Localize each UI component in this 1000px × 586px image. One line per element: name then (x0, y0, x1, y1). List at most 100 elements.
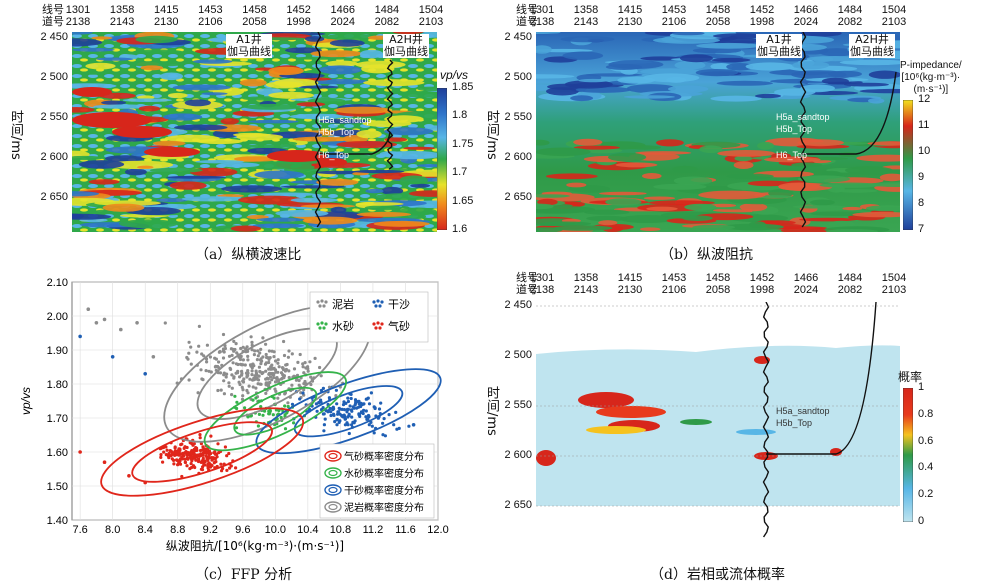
probability-body (736, 429, 776, 435)
scatter-point (192, 449, 196, 453)
density-ellipse (203, 371, 347, 452)
scatter-point (342, 408, 347, 412)
scatter-point (214, 460, 218, 464)
scatter-point (285, 411, 289, 415)
scatter-point (208, 450, 212, 455)
texture-lens (300, 204, 356, 208)
column-header-line: 1484 (837, 4, 863, 16)
scatter-point (231, 361, 235, 365)
texture-lens (666, 76, 687, 83)
scatter-point (244, 371, 249, 375)
texture-lens (800, 84, 835, 93)
scatter-point (191, 464, 196, 468)
texture-lens (541, 191, 572, 195)
scatter-point (172, 462, 176, 466)
scatter-point (343, 417, 347, 421)
panel-a-horizon-h5a: H5a_sandtop (318, 115, 372, 125)
scatter-point (411, 423, 416, 427)
texture-lens (573, 145, 620, 150)
column-header-line: 1453 (198, 4, 223, 16)
scatter-point (252, 376, 256, 380)
scatter-point (271, 413, 275, 417)
scatter-point (309, 382, 313, 387)
scatter-point (201, 465, 205, 469)
scatter-point (345, 407, 350, 411)
scatter-point (264, 352, 268, 357)
scatter-point (250, 373, 254, 377)
panel-a-y-axis-label: 时间/ms (8, 110, 23, 160)
scatter-point (357, 399, 361, 403)
texture-lens (355, 202, 404, 206)
column-header-trace: 1998 (286, 16, 311, 28)
legend-marker-dot (380, 300, 384, 304)
scatter-point (264, 369, 268, 373)
scatter-point (276, 370, 280, 374)
ellipse-legend-box (319, 443, 435, 519)
texture-lens (643, 196, 676, 200)
scatter-point (318, 365, 322, 370)
panel-b-well-a2h-label: A2H井 伽马曲线 (849, 33, 895, 58)
scatter-point (290, 352, 294, 356)
scatter-point (283, 404, 287, 408)
scatter-point (216, 388, 220, 393)
texture-lens (711, 57, 751, 63)
red-lens (72, 112, 152, 128)
scatter-point (258, 351, 262, 355)
legend-marker-dot (378, 326, 382, 330)
column-header-line: 1458 (705, 4, 731, 16)
panel-b-y-ticks: 2 450 2 500 2 550 2 600 2 650 (486, 31, 534, 232)
scatter-point (209, 465, 213, 469)
column-header-line: 1452 (749, 272, 775, 284)
scatter-point (185, 464, 189, 468)
texture-lens (672, 165, 698, 173)
scatter-point (319, 374, 323, 378)
scatter-point (221, 332, 226, 337)
scatter-point (178, 457, 182, 461)
scatter-point (230, 386, 234, 390)
scatter-point (252, 364, 256, 368)
scatter-point (286, 355, 290, 359)
scatter-point (183, 445, 187, 449)
scatter-point (253, 349, 257, 353)
texture-lens (333, 106, 391, 114)
texture-lens (757, 141, 775, 150)
colorbar-tick-label: 0.4 (918, 461, 934, 474)
scatter-point (208, 355, 212, 359)
scatter-point (335, 402, 339, 406)
texture-lens (96, 57, 134, 61)
scatter-point (286, 404, 290, 409)
scatter-point (392, 423, 396, 427)
scatter-point (233, 347, 237, 352)
scatter-point (243, 363, 247, 367)
texture-lens (828, 220, 855, 228)
scatter-point (335, 417, 339, 421)
texture-lens (792, 61, 830, 70)
column-header-line: 1415 (617, 4, 643, 16)
colorbar-tick-label: 0.6 (918, 434, 934, 447)
texture-lens (410, 183, 430, 188)
scatter-point (327, 385, 332, 389)
scatter-point (227, 384, 231, 388)
scatter-point (274, 359, 278, 363)
legend-marker-dot (380, 322, 384, 326)
scatter-point (352, 406, 356, 410)
y-tick-label: 1.70 (47, 413, 68, 425)
y-tick-label: 1.80 (47, 379, 68, 391)
scatter-point (370, 424, 374, 428)
scatter-point (369, 391, 373, 395)
red-lens (317, 158, 347, 166)
texture-lens (353, 169, 405, 174)
scatter-point (205, 360, 209, 364)
point-legend-label: 水砂 (332, 320, 354, 333)
well-a1-gamma-curve (314, 32, 322, 228)
scatter-point (187, 340, 191, 344)
texture-lens (599, 191, 647, 196)
panel-b: 线号 道号 1301 2138 1358 2143 1415 2130 1453 2106 145… (484, 0, 1000, 265)
panel-a-caption: （a）纵横波速比 (195, 247, 302, 263)
legend-marker-dot (324, 322, 328, 326)
scatter-point (189, 455, 193, 459)
scatter-point (241, 379, 245, 383)
scatter-point (175, 458, 179, 462)
column-header-trace: 2130 (617, 284, 643, 296)
texture-lens (78, 160, 125, 169)
